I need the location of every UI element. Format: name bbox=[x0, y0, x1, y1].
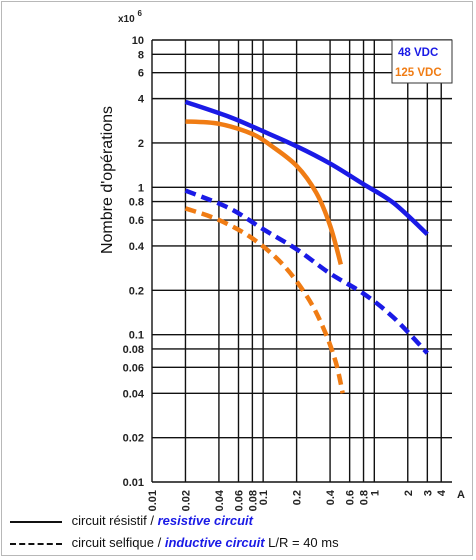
y-tick-label: 0.1 bbox=[129, 330, 144, 342]
x-tick-label: 0.2 bbox=[292, 490, 304, 505]
legend-box bbox=[391, 39, 453, 84]
caption-inductive-sep: / bbox=[154, 535, 165, 550]
y-tick-label: 0.02 bbox=[123, 433, 144, 445]
y-exponent-label: x10 6 bbox=[118, 9, 142, 25]
y-tick-label: 0.04 bbox=[123, 388, 145, 400]
series-125vdc-inductive bbox=[184, 206, 345, 394]
y-tick-label: 8 bbox=[138, 49, 144, 61]
y-axis-label: Nombre d'opérations bbox=[99, 106, 116, 254]
grid bbox=[151, 39, 452, 483]
y-tick-label: 0.4 bbox=[129, 241, 145, 253]
caption-inductive-suffix: L/R = 40 ms bbox=[264, 535, 339, 550]
series-48vdc-resistive bbox=[184, 99, 429, 236]
caption-resistive-fr: circuit résistif bbox=[71, 513, 147, 528]
legend-label-125vdc: 125 VDC bbox=[395, 67, 442, 79]
caption-inductive: circuit selfique / inductive circuit L/R… bbox=[10, 535, 339, 550]
y-tick-label: 2 bbox=[138, 138, 144, 150]
y-tick-label: 0.01 bbox=[123, 477, 144, 489]
x-tick-label: 0.04 bbox=[214, 489, 226, 511]
x-unit-label: A bbox=[457, 489, 465, 501]
series-48vdc-inductive bbox=[184, 188, 429, 355]
y-tick-label: 0.08 bbox=[123, 344, 144, 356]
x-tick-label: 0.01 bbox=[147, 490, 159, 511]
dashed-line-sample bbox=[10, 542, 62, 545]
y-tick-label: 0.06 bbox=[123, 362, 144, 374]
x-tick-label: 0.4 bbox=[325, 489, 337, 505]
caption-resistive: circuit résistif / resistive circuit bbox=[10, 513, 253, 528]
ticks: 10864210.80.60.40.20.10.080.060.040.020.… bbox=[123, 35, 465, 511]
x-tick-label: 0.02 bbox=[180, 490, 192, 511]
caption-resistive-en: resistive circuit bbox=[157, 513, 253, 528]
y-tick-label: 10 bbox=[132, 35, 144, 47]
x-tick-label: 4 bbox=[436, 489, 448, 496]
y-tick-label: 4 bbox=[138, 94, 145, 106]
x-tick-label: 1 bbox=[369, 490, 381, 496]
x-tick-label: 0.6 bbox=[345, 490, 357, 505]
y-tick-label: 1 bbox=[138, 182, 144, 194]
series-125vdc-resistive bbox=[185, 119, 343, 265]
legend: 48 VDC 125 VDC bbox=[391, 39, 453, 84]
x-tick-label: 0.06 bbox=[233, 490, 245, 511]
legend-label-48vdc: 48 VDC bbox=[398, 47, 438, 59]
caption-inductive-fr: circuit selfique bbox=[71, 535, 154, 550]
x-tick-label: 0.8 bbox=[359, 490, 371, 505]
y-exponent-power: 6 bbox=[137, 9, 142, 18]
x-tick-label: 2 bbox=[403, 490, 415, 496]
y-tick-label: 6 bbox=[138, 68, 144, 80]
y-tick-label: 0.6 bbox=[129, 215, 144, 227]
x-tick-label: 3 bbox=[422, 490, 434, 496]
x-tick-label: 0.1 bbox=[258, 490, 270, 505]
y-tick-label: 0.8 bbox=[129, 197, 144, 209]
series-layer bbox=[184, 99, 429, 394]
caption-inductive-en: inductive circuit bbox=[164, 535, 265, 550]
y-exponent-base: x10 bbox=[118, 14, 135, 25]
caption-resistive-sep: / bbox=[146, 513, 158, 528]
x-tick-label: 0.08 bbox=[247, 490, 259, 511]
solid-line-sample bbox=[10, 520, 62, 523]
y-tick-label: 0.2 bbox=[129, 285, 144, 297]
